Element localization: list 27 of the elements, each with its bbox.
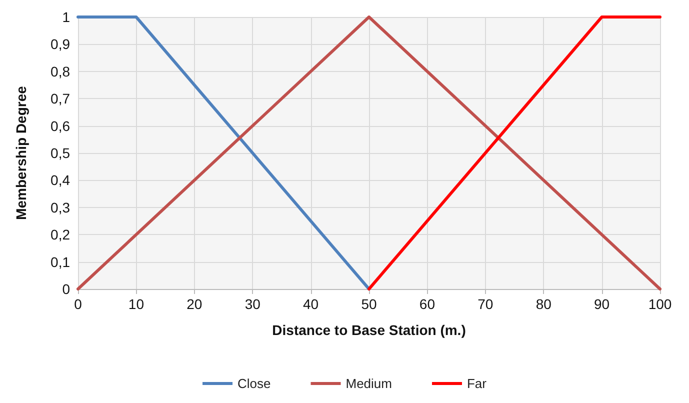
y-tick-label: 0,6 (50, 118, 70, 134)
x-tick-label: 10 (128, 296, 144, 312)
x-tick-label: 80 (536, 296, 552, 312)
y-tick-label: 0,3 (50, 199, 70, 216)
x-tick-label: 50 (361, 296, 377, 312)
legend-label: Medium (346, 376, 392, 391)
y-axis-title: Membership Degree (13, 86, 29, 220)
x-tick-label: 90 (594, 296, 610, 312)
y-tick-label: 0,7 (50, 90, 70, 107)
y-tick-label: 0,9 (50, 36, 70, 52)
y-tick-label: 0 (62, 281, 70, 297)
x-tick-label: 0 (74, 296, 82, 312)
x-tick-label: 30 (244, 296, 261, 312)
y-tick-label: 0,1 (50, 254, 70, 270)
x-tick-label: 60 (419, 296, 436, 312)
legend-label: Far (466, 376, 488, 391)
y-tick-label: 0,2 (50, 226, 70, 243)
y-tick-label: 0,8 (50, 63, 70, 80)
y-tick-label: 0,5 (50, 145, 70, 161)
x-tick-label: 70 (478, 296, 494, 312)
y-tick-label: 0,4 (50, 172, 70, 188)
x-tick-label: 100 (648, 296, 672, 312)
x-tick-label: 20 (186, 296, 202, 312)
x-tick-label: 40 (303, 296, 319, 312)
x-axis-title: Distance to Base Station (m.) (272, 322, 466, 338)
y-tick-label: 1 (62, 9, 70, 25)
legend-label: Close (238, 376, 271, 391)
